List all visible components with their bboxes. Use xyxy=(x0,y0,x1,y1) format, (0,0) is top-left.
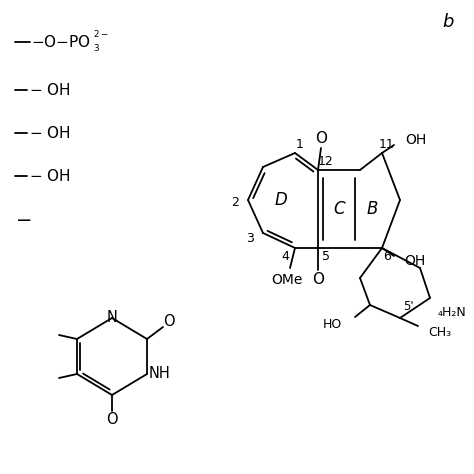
Text: 3: 3 xyxy=(246,231,254,245)
Text: $-$ OH: $-$ OH xyxy=(29,168,71,184)
Text: D: D xyxy=(274,191,287,209)
Text: ₄H₂N: ₄H₂N xyxy=(438,307,467,319)
Text: B: B xyxy=(366,200,378,218)
Text: NH: NH xyxy=(149,366,171,382)
Text: O: O xyxy=(315,130,327,146)
Text: C: C xyxy=(333,200,345,218)
Text: $-$O$-$PO: $-$O$-$PO xyxy=(31,34,91,50)
Text: 4: 4 xyxy=(281,250,289,264)
Text: HO: HO xyxy=(323,319,342,331)
Text: $-$ OH: $-$ OH xyxy=(29,125,71,141)
Text: 5': 5' xyxy=(403,300,413,312)
Text: OMe: OMe xyxy=(271,273,303,287)
Text: 2: 2 xyxy=(231,195,239,209)
Text: O: O xyxy=(163,315,175,329)
Text: 6: 6 xyxy=(383,249,391,263)
Text: N: N xyxy=(107,310,118,325)
Text: b: b xyxy=(442,13,454,31)
Text: 12: 12 xyxy=(318,155,334,167)
Text: $_3$: $_3$ xyxy=(93,40,100,54)
Text: O: O xyxy=(106,411,118,427)
Text: 11: 11 xyxy=(379,137,395,151)
Text: CH₃: CH₃ xyxy=(428,326,451,338)
Text: 5: 5 xyxy=(322,249,330,263)
Text: O: O xyxy=(312,273,324,288)
Text: 1: 1 xyxy=(296,137,304,151)
Text: $^{2-}$: $^{2-}$ xyxy=(93,30,109,44)
Text: OH: OH xyxy=(405,133,426,147)
Text: OH: OH xyxy=(404,254,425,268)
Text: $-$ OH: $-$ OH xyxy=(29,82,71,98)
Text: $-$: $-$ xyxy=(15,209,31,228)
